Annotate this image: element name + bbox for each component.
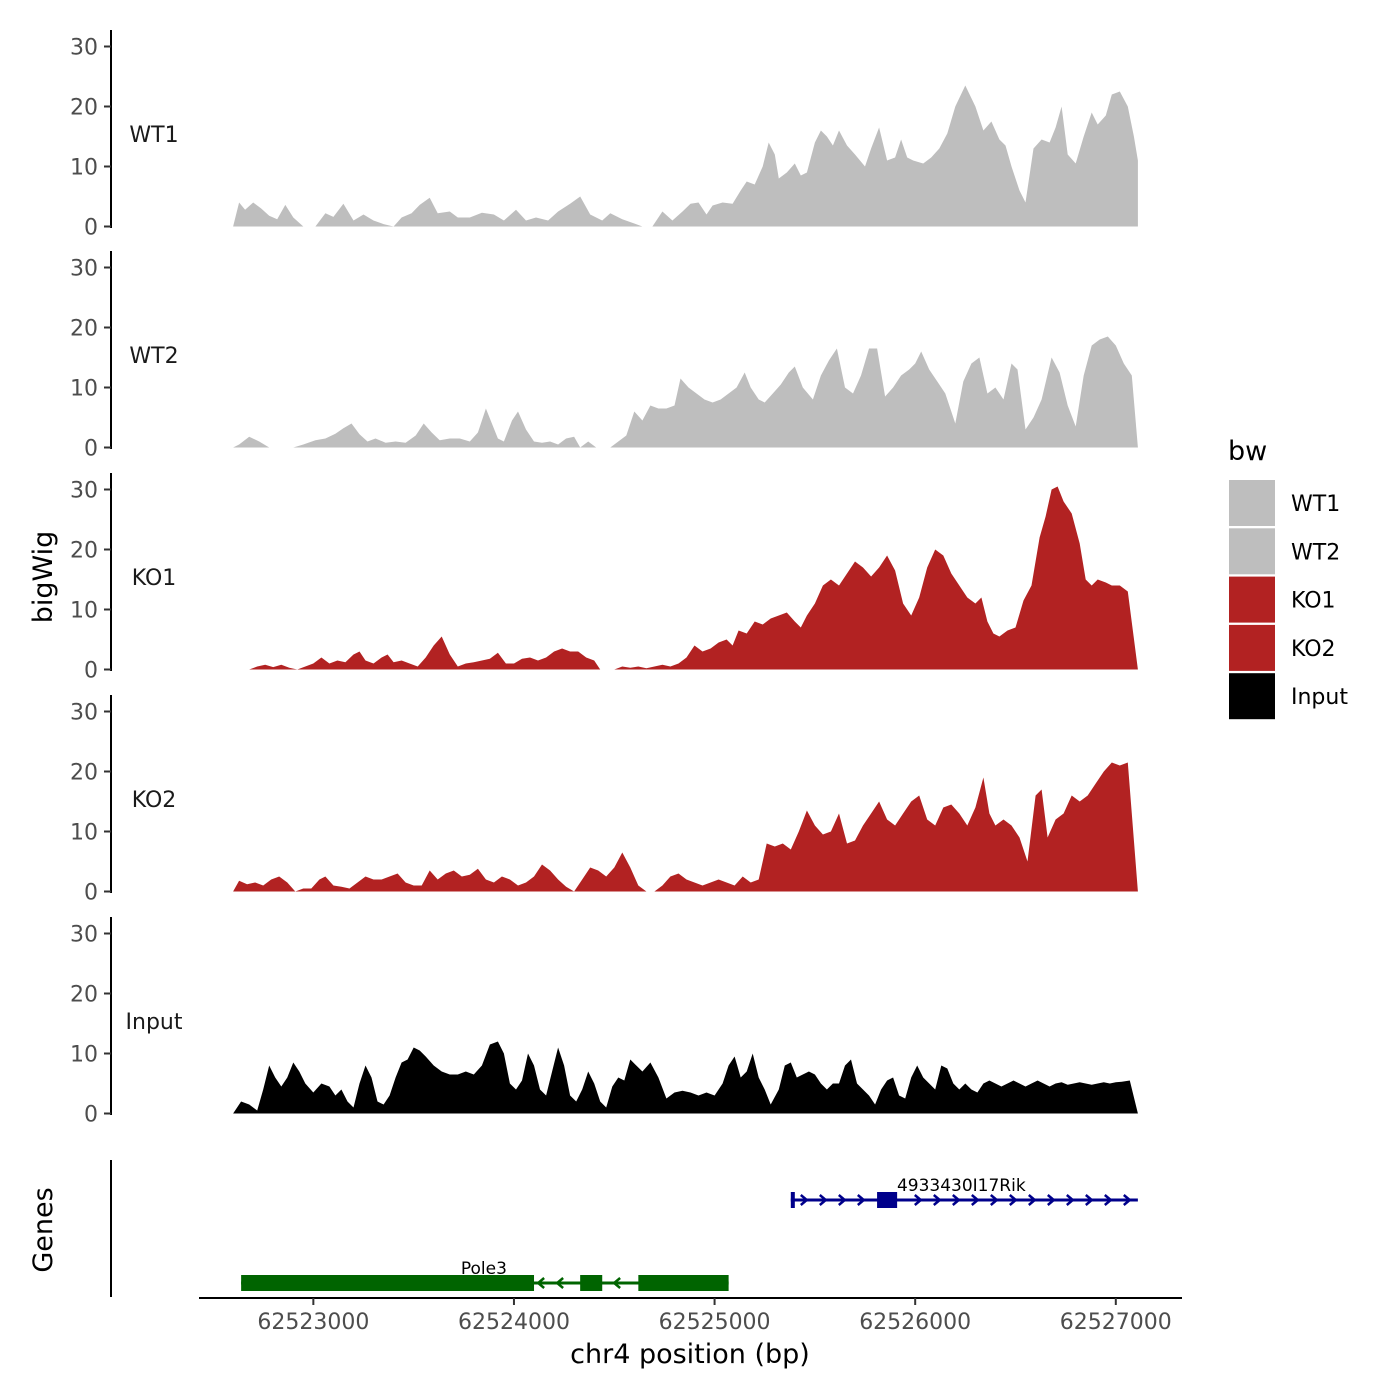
y-axis-title: bigWig [28,531,59,624]
strand-arrow-icon [819,1194,828,1206]
strand-arrow-icon [971,1194,980,1206]
y-tick-label: 10 [70,821,98,846]
y-tick-label: 30 [70,257,98,282]
x-tick-label: 62524000 [458,1310,570,1335]
legend-label: WT1 [1291,492,1340,517]
x-axis: 62523000 62524000 62525000 62526000 62527000 [199,1297,1182,1335]
strand-arrow-icon [1028,1194,1037,1206]
strand-arrow-icon [838,1194,847,1206]
strand-arrow-icon [1047,1194,1056,1206]
y-tick-label: 10 [70,599,98,624]
legend-label: Input [1291,685,1348,710]
legend-item-wt2: WT2 [1229,528,1340,575]
strand-arrow-icon [800,1194,809,1206]
track-wt2: 0 10 20 30 WT2 [70,251,1138,462]
legend-swatch [1229,576,1275,623]
legend-swatch [1229,624,1275,671]
legend: bw WT1 WT2 KO1 KO2 Input [1228,436,1348,720]
strand-arrow-icon [1085,1194,1094,1206]
legend-label: KO1 [1291,589,1336,614]
x-tick-label: 62527000 [1060,1310,1172,1335]
legend-swatch [1229,480,1275,526]
y-tick-label: 10 [70,1043,98,1068]
y-tick-label: 20 [70,539,98,564]
genes-panel: Genes 4933430I17Rik Pole3 [28,1160,1138,1297]
coverage-area-ko1 [249,486,1138,670]
strand-arrow-icon [536,1277,545,1289]
track-input: 0 10 20 30 Input [70,917,1138,1128]
y-tick-label: 0 [84,1103,98,1128]
tracks-layer: 0 10 20 30 WT1 0 10 20 30 WT2 0 10 20 30 KO1 0 10 20 30 KO2… [70,30,1138,1128]
coverage-area-input [233,1041,1138,1114]
strand-arrow-icon [1104,1194,1113,1206]
strand-arrow-icon [1066,1194,1075,1206]
strand-arrow-icon [933,1194,942,1206]
legend-label: WT2 [1291,540,1340,565]
y-tick-label: 30 [70,923,98,948]
strand-arrow-icon [990,1194,999,1206]
legend-item-wt1: WT1 [1229,480,1340,526]
strand-arrow-icon [555,1277,564,1289]
legend-swatch [1229,528,1275,575]
y-tick-label: 10 [70,156,98,181]
y-tick-label: 0 [84,216,98,241]
x-tick-label: 62525000 [659,1310,771,1335]
y-tick-label: 20 [70,983,98,1008]
coverage-area-wt1 [233,85,1138,227]
track-wt1: 0 10 20 30 WT1 [70,30,1138,241]
gene-label-pole3: Pole3 [461,1259,507,1279]
y-tick-label: 20 [70,317,98,342]
legend-label: KO2 [1291,637,1336,662]
strand-arrow-icon [857,1194,866,1206]
y-tick-label: 30 [70,701,98,726]
y-tick-label: 30 [70,479,98,504]
y-tick-label: 0 [84,659,98,684]
legend-title: bw [1228,436,1267,467]
track-label-ko1: KO1 [132,566,177,591]
gene-4933430i17rik: 4933430I17Rik [790,1176,1138,1208]
legend-item-input: Input [1229,673,1348,720]
track-label-wt2: WT2 [129,344,178,369]
track-label-wt1: WT1 [129,123,178,148]
y-tick-label: 0 [84,437,98,462]
strand-arrow-icon [914,1194,923,1206]
gene-exon [580,1275,603,1291]
legend-item-ko2: KO2 [1229,624,1336,671]
gene-exon [638,1275,729,1291]
y-tick-label: 10 [70,377,98,402]
gene-exon [241,1275,535,1291]
legend-swatch [1229,673,1275,720]
gene-pole3: Pole3 [241,1259,729,1291]
x-axis-title: chr4 position (bp) [570,1339,810,1370]
y-tick-label: 20 [70,761,98,786]
strand-arrow-icon [1009,1194,1018,1206]
track-label-ko2: KO2 [132,788,177,813]
genes-title: Genes [28,1187,59,1272]
strand-arrow-icon [952,1194,961,1206]
y-tick-label: 30 [70,36,98,61]
coverage-area-ko2 [233,762,1138,892]
track-ko2: 0 10 20 30 KO2 [70,695,1138,906]
coverage-area-wt2 [233,336,1138,448]
x-tick-label: 62523000 [257,1310,369,1335]
x-tick-label: 62526000 [859,1310,971,1335]
track-label-input: Input [126,1010,183,1035]
gene-exon [877,1192,898,1208]
strand-arrow-icon [1123,1194,1132,1206]
y-tick-label: 0 [84,881,98,906]
legend-item-ko1: KO1 [1229,576,1336,623]
track-ko1: 0 10 20 30 KO1 [70,473,1138,684]
gene-label-4933430i17rik: 4933430I17Rik [897,1176,1026,1196]
gene-exon [790,1192,795,1208]
strand-arrow-icon [612,1277,621,1289]
y-tick-label: 20 [70,96,98,121]
